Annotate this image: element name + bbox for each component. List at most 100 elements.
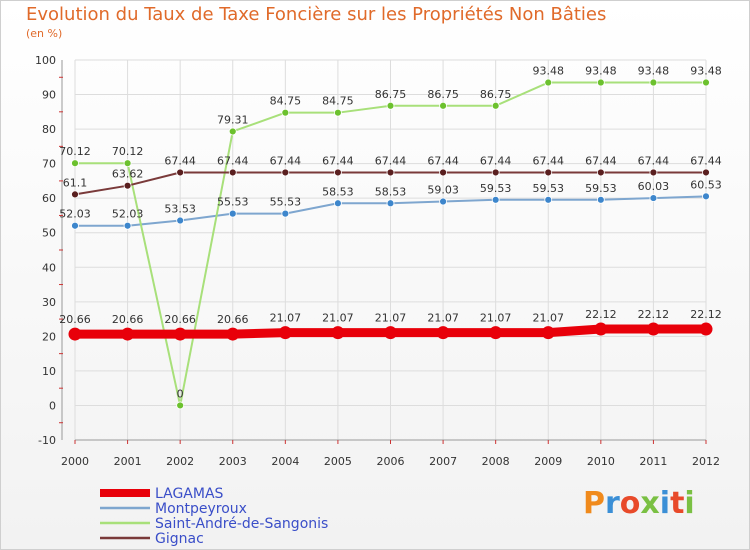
data-label: 79.31	[217, 113, 249, 126]
y-tick-label: 20	[42, 330, 56, 343]
data-label: 59.53	[585, 182, 617, 195]
data-point	[226, 327, 240, 341]
data-label: 52.03	[59, 208, 91, 221]
data-label: 21.07	[480, 312, 512, 325]
data-label: 61.1	[63, 176, 88, 189]
data-label: 22.12	[585, 308, 617, 321]
y-tick-label: -10	[38, 434, 56, 447]
data-point	[176, 216, 185, 225]
data-label: 0	[177, 387, 184, 400]
x-tick-label: 2011	[639, 455, 667, 468]
legend-label: Saint-André-de-Sangonis	[155, 516, 328, 532]
data-label: 93.48	[585, 65, 617, 78]
data-point	[281, 209, 290, 218]
data-point	[436, 326, 450, 340]
data-label: 67.44	[480, 154, 512, 167]
data-label: 59.53	[480, 182, 512, 195]
data-point	[596, 195, 605, 204]
series-layer	[68, 78, 713, 410]
x-tick-label: 2000	[61, 455, 89, 468]
data-label: 55.53	[270, 196, 302, 209]
data-label: 58.53	[322, 185, 354, 198]
y-tick-label: 0	[49, 399, 56, 412]
data-label: 59.53	[533, 182, 565, 195]
data-label: 53.53	[164, 203, 196, 216]
data-point	[123, 221, 132, 230]
data-point	[702, 192, 710, 201]
legend: LAGAMASMontpeyrouxSaint-André-de-Sangoni…	[100, 486, 328, 547]
data-label: 86.75	[375, 88, 407, 101]
data-point	[649, 194, 658, 202]
legend-label: Montpeyroux	[155, 501, 247, 517]
data-point	[702, 168, 710, 177]
data-point	[386, 168, 395, 177]
data-label: 55.53	[217, 196, 249, 209]
data-point	[173, 327, 187, 341]
data-label: 21.07	[375, 312, 407, 325]
x-tick-label: 2010	[587, 455, 615, 468]
data-point	[278, 326, 292, 340]
data-label: 22.12	[690, 308, 722, 321]
data-point	[649, 168, 658, 177]
data-label: 22.12	[638, 308, 670, 321]
logo-letter: P	[583, 486, 605, 521]
data-label-layer: 20.66 20.66 20.66 20.66 21.07 21.07 21.07 21.07…	[59, 65, 722, 401]
data-label: 70.12	[59, 145, 91, 158]
x-tick-label: 2004	[271, 455, 299, 468]
data-point	[176, 401, 185, 410]
data-point	[439, 101, 447, 110]
data-label: 60.53	[690, 178, 722, 191]
data-point	[121, 327, 135, 341]
data-label: 67.44	[164, 154, 196, 167]
data-label: 67.44	[375, 154, 407, 167]
data-point	[68, 327, 82, 341]
y-tick-label: 70	[42, 158, 56, 171]
data-label: 93.48	[690, 65, 722, 78]
logo-letter: i	[659, 486, 671, 521]
data-point	[544, 78, 553, 87]
data-point	[123, 159, 132, 168]
data-point	[384, 326, 397, 340]
data-label: 20.66	[59, 313, 91, 326]
data-point	[334, 199, 342, 208]
data-point	[228, 168, 237, 177]
data-label: 60.03	[638, 180, 670, 193]
data-point	[544, 195, 553, 204]
data-point	[386, 101, 395, 110]
data-label: 84.75	[270, 95, 302, 108]
data-label: 67.44	[322, 154, 354, 167]
y-tick-label: 10	[42, 365, 56, 378]
x-tick-label: 2008	[482, 455, 510, 468]
legend-label: LAGAMAS	[155, 486, 224, 502]
x-tick-label: 2009	[534, 455, 562, 468]
x-tick-label: 2007	[429, 455, 457, 468]
x-tick-label: 2003	[219, 455, 247, 468]
data-label: 93.48	[533, 65, 565, 78]
chart-title: Evolution du Taux de Taxe Foncière sur l…	[26, 4, 607, 25]
logo-letter: r	[605, 486, 620, 521]
logo-letter: t	[670, 486, 685, 521]
proxiti-logo: Proxiti	[583, 486, 695, 521]
data-point	[541, 326, 555, 340]
data-point	[491, 168, 500, 177]
data-point	[439, 197, 447, 206]
chart-unit: (en %)	[26, 27, 63, 40]
data-label: 21.07	[270, 312, 302, 325]
data-point	[596, 168, 605, 177]
data-point	[71, 221, 79, 230]
x-tick-label: 2001	[114, 455, 142, 468]
y-tick-label: 30	[42, 296, 56, 309]
data-label: 67.44	[217, 154, 249, 167]
x-tick-label: 2005	[324, 455, 352, 468]
data-point	[699, 322, 713, 336]
data-label: 67.44	[270, 154, 302, 167]
y-tick-label: 80	[42, 123, 56, 136]
logo-letter: i	[684, 486, 695, 521]
data-label: 70.12	[112, 145, 144, 158]
data-point	[228, 209, 237, 218]
data-point	[491, 101, 500, 110]
data-point	[439, 168, 447, 177]
x-tick-label: 2012	[692, 455, 720, 468]
